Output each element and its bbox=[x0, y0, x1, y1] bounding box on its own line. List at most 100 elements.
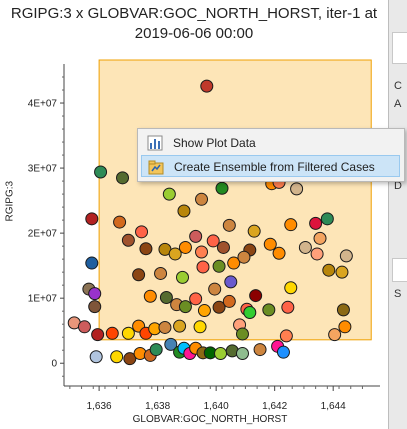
data-point[interactable] bbox=[197, 304, 211, 318]
data-point[interactable] bbox=[200, 79, 214, 93]
data-point[interactable] bbox=[227, 256, 241, 270]
data-point[interactable] bbox=[328, 328, 342, 342]
data-point[interactable] bbox=[158, 320, 172, 334]
menu-item-label: Show Plot Data bbox=[173, 136, 256, 150]
data-point[interactable] bbox=[143, 289, 157, 303]
data-point[interactable] bbox=[313, 231, 327, 245]
data-point[interactable] bbox=[149, 343, 163, 357]
data-point[interactable] bbox=[135, 225, 149, 239]
data-point[interactable] bbox=[253, 343, 267, 357]
y-tick-label: 3E+07 bbox=[28, 164, 58, 175]
right-side-panel: C A D S bbox=[388, 0, 407, 429]
data-point[interactable] bbox=[322, 263, 336, 277]
data-point[interactable] bbox=[176, 270, 189, 284]
panel-button-bottom[interactable] bbox=[392, 258, 407, 282]
data-point[interactable] bbox=[208, 282, 222, 296]
data-point[interactable] bbox=[279, 329, 293, 343]
data-point[interactable] bbox=[154, 266, 168, 280]
data-point[interactable] bbox=[85, 256, 99, 270]
ensemble-icon bbox=[148, 160, 164, 175]
data-point[interactable] bbox=[89, 350, 103, 364]
data-point[interactable] bbox=[123, 352, 137, 366]
y-tick-label: 1E+07 bbox=[28, 294, 58, 305]
data-point[interactable] bbox=[212, 259, 226, 273]
plot-title: RGIPG:3 x GLOBVAR:GOC_NORTH_HORST, iter-… bbox=[0, 4, 388, 44]
data-point[interactable] bbox=[164, 337, 178, 351]
data-point[interactable] bbox=[272, 246, 286, 260]
data-point[interactable] bbox=[121, 233, 135, 247]
panel-fragment-text: C bbox=[394, 80, 402, 92]
data-point[interactable] bbox=[85, 212, 99, 226]
y-tick-label: 0 bbox=[51, 359, 57, 370]
x-tick-label: 1,636 bbox=[87, 401, 112, 412]
scatter-plot[interactable]: 0 1E+07 2E+07 3E+07 4E+07 1,636 1,638 1,640 1,64… bbox=[0, 0, 388, 429]
data-point[interactable] bbox=[281, 300, 295, 314]
data-point[interactable] bbox=[335, 265, 349, 279]
data-point[interactable] bbox=[113, 215, 127, 229]
filter-selection-rect[interactable] bbox=[98, 59, 372, 341]
data-point[interactable] bbox=[105, 326, 119, 340]
data-point[interactable] bbox=[139, 242, 153, 256]
menu-item-create-ensemble[interactable]: Create Ensemble from Filtered Cases bbox=[141, 155, 400, 177]
data-point[interactable] bbox=[193, 320, 207, 334]
data-point[interactable] bbox=[336, 303, 350, 317]
data-point[interactable] bbox=[262, 303, 276, 317]
data-point[interactable] bbox=[88, 300, 102, 314]
data-point[interactable] bbox=[91, 328, 105, 342]
x-tick-label: 1,638 bbox=[145, 401, 170, 412]
data-point[interactable] bbox=[235, 346, 249, 360]
y-tick-label: 2E+07 bbox=[28, 229, 58, 240]
data-point[interactable] bbox=[237, 250, 251, 264]
data-point[interactable] bbox=[310, 247, 324, 261]
data-point[interactable] bbox=[224, 275, 238, 289]
data-point[interactable] bbox=[189, 292, 203, 306]
data-point[interactable] bbox=[212, 300, 226, 314]
data-point[interactable] bbox=[195, 192, 209, 206]
data-point[interactable] bbox=[168, 247, 182, 261]
data-point[interactable] bbox=[290, 182, 304, 196]
data-point[interactable] bbox=[276, 345, 290, 359]
data-point[interactable] bbox=[196, 260, 210, 274]
x-axis-label: GLOBVAR:GOC_NORTH_HORST bbox=[132, 414, 288, 425]
x-tick-label: 1,644 bbox=[321, 401, 346, 412]
data-point[interactable] bbox=[173, 319, 187, 333]
data-point[interactable] bbox=[284, 281, 298, 295]
data-point[interactable] bbox=[320, 212, 334, 226]
data-point[interactable] bbox=[159, 291, 173, 305]
data-point[interactable] bbox=[77, 320, 91, 334]
data-point[interactable] bbox=[195, 245, 209, 259]
panel-fragment-text: A bbox=[394, 98, 402, 110]
data-point[interactable] bbox=[110, 350, 124, 364]
data-point[interactable] bbox=[206, 234, 220, 248]
panel-button-top[interactable] bbox=[392, 32, 407, 64]
data-point[interactable] bbox=[309, 216, 323, 230]
data-point[interactable] bbox=[298, 240, 312, 254]
data-point[interactable] bbox=[215, 181, 229, 195]
data-point[interactable] bbox=[338, 320, 352, 334]
menu-item-show-plot-data[interactable]: Show Plot Data bbox=[141, 132, 400, 154]
data-point[interactable] bbox=[94, 165, 108, 179]
data-point[interactable] bbox=[178, 240, 192, 254]
data-point[interactable] bbox=[121, 326, 135, 340]
data-point[interactable] bbox=[243, 305, 257, 319]
data-point[interactable] bbox=[222, 294, 236, 308]
x-tick-label: 1,642 bbox=[262, 401, 287, 412]
data-point[interactable] bbox=[247, 224, 261, 238]
data-point[interactable] bbox=[235, 327, 249, 341]
data-point[interactable] bbox=[132, 268, 146, 282]
data-point[interactable] bbox=[216, 240, 230, 254]
chart-icon bbox=[147, 135, 163, 151]
data-point[interactable] bbox=[339, 249, 353, 263]
data-point[interactable] bbox=[177, 204, 191, 218]
data-point[interactable] bbox=[249, 289, 263, 303]
data-point[interactable] bbox=[189, 229, 203, 243]
data-point[interactable] bbox=[162, 187, 176, 201]
data-point[interactable] bbox=[222, 218, 236, 232]
data-point[interactable] bbox=[263, 237, 277, 251]
data-point[interactable] bbox=[214, 346, 228, 360]
axis-ticks: 0 1E+07 2E+07 3E+07 4E+07 1,636 1,638 1,640 1,64… bbox=[28, 76, 363, 412]
data-point[interactable] bbox=[88, 287, 102, 301]
data-point[interactable] bbox=[284, 218, 298, 232]
data-point[interactable] bbox=[178, 300, 192, 314]
data-point[interactable] bbox=[116, 171, 130, 185]
